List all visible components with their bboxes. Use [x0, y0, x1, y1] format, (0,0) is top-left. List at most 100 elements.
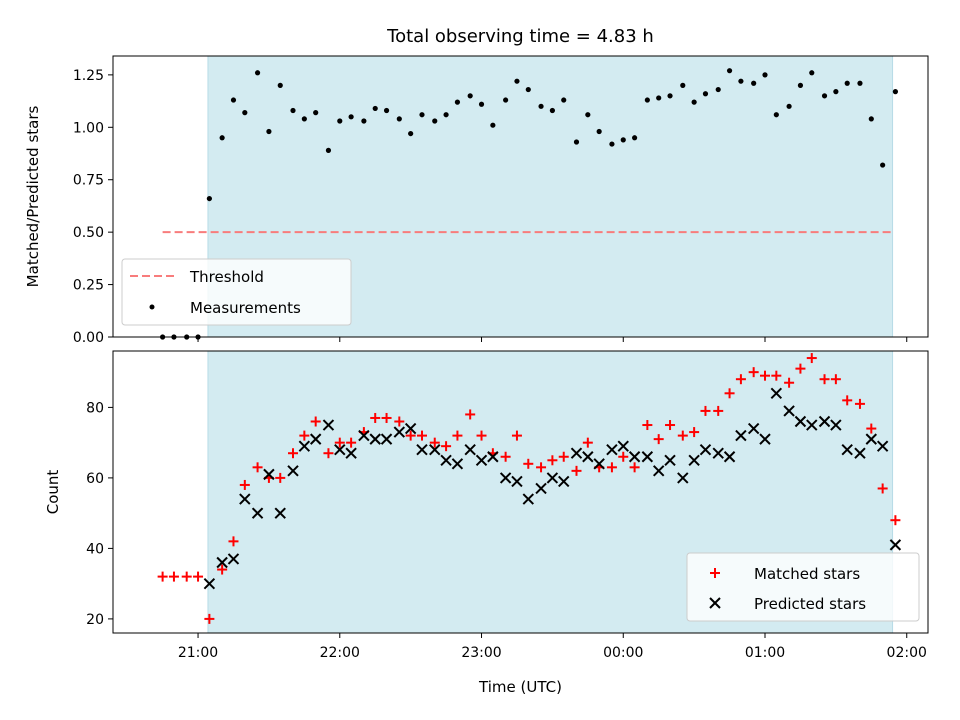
- measurement-point: [277, 82, 283, 88]
- legend-predicted-label: Predicted stars: [754, 595, 866, 613]
- top-y-tick-label: 0.25: [73, 278, 104, 294]
- measurement-point: [514, 78, 520, 84]
- predicted-cross-b: [641, 451, 654, 463]
- matched-star-point: [854, 398, 865, 409]
- measurement-point: [219, 135, 225, 141]
- measurement-point: [609, 141, 615, 147]
- matched-star-point: [653, 434, 664, 445]
- matched-star-point: [310, 416, 321, 427]
- measurement-point: [786, 103, 792, 109]
- matched-star-point: [571, 465, 582, 476]
- measurement-point: [680, 82, 686, 88]
- predicted-cross-b: [582, 451, 594, 463]
- predicted-cross-b: [499, 472, 512, 484]
- top-panel: 0.00 0.25 0.50 0.75 1.00 1.25 Total observing…: [24, 26, 929, 346]
- predicted-star-point: [606, 443, 618, 456]
- measurement-point: [833, 89, 839, 95]
- matched-star-point: [784, 377, 795, 388]
- predicted-star-point: [369, 433, 381, 445]
- predicted-star-point: [487, 451, 499, 463]
- top-y-tick-label: 0.75: [73, 173, 104, 189]
- predicted-cross-b: [712, 447, 724, 459]
- measurement-point: [419, 112, 425, 118]
- matched-star-point: [500, 451, 511, 462]
- predicted-star-point: [345, 447, 357, 459]
- predicted-cross-b: [239, 493, 251, 505]
- measurement-point: [844, 80, 850, 86]
- bottom-x-ticks: 21:00 22:00 23:00 00:00 01:00 02:00: [178, 633, 927, 661]
- predicted-cross-b: [287, 465, 299, 477]
- predicted-cross-b: [747, 422, 760, 435]
- predicted-star-point: [677, 472, 689, 484]
- matched-star-point: [842, 395, 853, 406]
- measurement-point: [620, 137, 626, 143]
- bottom-axes-frame: [112, 350, 929, 634]
- predicted-cross-b: [440, 454, 452, 466]
- bottom-legend: Matched stars Predicted stars: [686, 552, 920, 622]
- top-y-tick-label: 1.25: [73, 68, 104, 84]
- measurement-point: [892, 89, 899, 95]
- matched-star-point: [677, 430, 688, 441]
- bottom-y-ticks: 20 40 60 80: [86, 400, 113, 628]
- measurement-point: [573, 139, 580, 145]
- measurement-point: [561, 97, 567, 103]
- matched-star-point: [323, 448, 334, 459]
- bottom-y-tick-label: 20: [86, 612, 104, 628]
- matched-star-point: [181, 571, 192, 582]
- predicted-star-point: [770, 387, 783, 400]
- matched-star-point: [193, 571, 204, 582]
- matched-star-points: [157, 353, 901, 624]
- legend-matched-swatch: [710, 568, 720, 578]
- measurement-point: [467, 93, 473, 99]
- predicted-star-point: [688, 454, 700, 466]
- bottom-x-tick-label: 00:00: [603, 645, 643, 661]
- predicted-cross-b: [416, 443, 428, 456]
- predicted-cross-b: [251, 507, 264, 519]
- measurement-point: [751, 80, 757, 86]
- measurement-point: [313, 110, 319, 116]
- top-y-ticks: 0.00 0.25 0.50 0.75 1.00 1.25: [73, 68, 113, 346]
- predicted-cross-b: [854, 447, 866, 459]
- legend-measurements-label: Measurements: [190, 299, 301, 317]
- predicted-star-point: [535, 482, 547, 495]
- predicted-cross-b: [830, 419, 842, 431]
- predicted-cross-b: [783, 405, 795, 417]
- measurement-point: [596, 128, 602, 135]
- predicted-star-point: [404, 422, 417, 435]
- predicted-star-point: [251, 507, 264, 519]
- predicted-cross-b: [546, 472, 559, 484]
- predicted-star-point: [558, 475, 570, 488]
- matched-star-point: [381, 412, 392, 423]
- predicted-star-point: [570, 447, 583, 459]
- predicted-cross-b: [664, 454, 676, 466]
- measurement-point: [266, 128, 272, 135]
- top-legend-box: [121, 258, 352, 326]
- predicted-cross-b: [699, 443, 712, 456]
- matched-star-point: [204, 613, 215, 624]
- matched-star-point: [346, 437, 357, 448]
- predicted-cross-b: [865, 433, 878, 445]
- predicted-star-point: [794, 415, 807, 428]
- predicted-cross-b: [487, 451, 499, 463]
- bottom-y-tick-label: 60: [86, 471, 104, 487]
- measurement-point: [503, 97, 509, 103]
- top-axes-frame: [112, 55, 929, 338]
- measurement-point: [348, 114, 354, 120]
- measurement-point: [432, 118, 438, 124]
- predicted-cross-b: [628, 451, 641, 463]
- measurement-point: [301, 116, 307, 122]
- predicted-star-point: [287, 465, 299, 477]
- predicted-cross-b: [876, 440, 889, 452]
- predicted-cross-b: [475, 454, 488, 466]
- predicted-star-point: [628, 451, 641, 463]
- predicted-cross-b: [429, 443, 441, 456]
- matched-star-point: [288, 448, 299, 459]
- measurement-point: [242, 110, 248, 116]
- matched-star-point: [830, 374, 841, 385]
- predicted-cross-b: [334, 443, 346, 456]
- predicted-cross-b: [806, 419, 818, 431]
- measurement-point: [773, 112, 779, 118]
- predicted-cross-b: [617, 440, 629, 452]
- top-x-ticks: [197, 337, 908, 342]
- matched-star-point: [582, 437, 593, 448]
